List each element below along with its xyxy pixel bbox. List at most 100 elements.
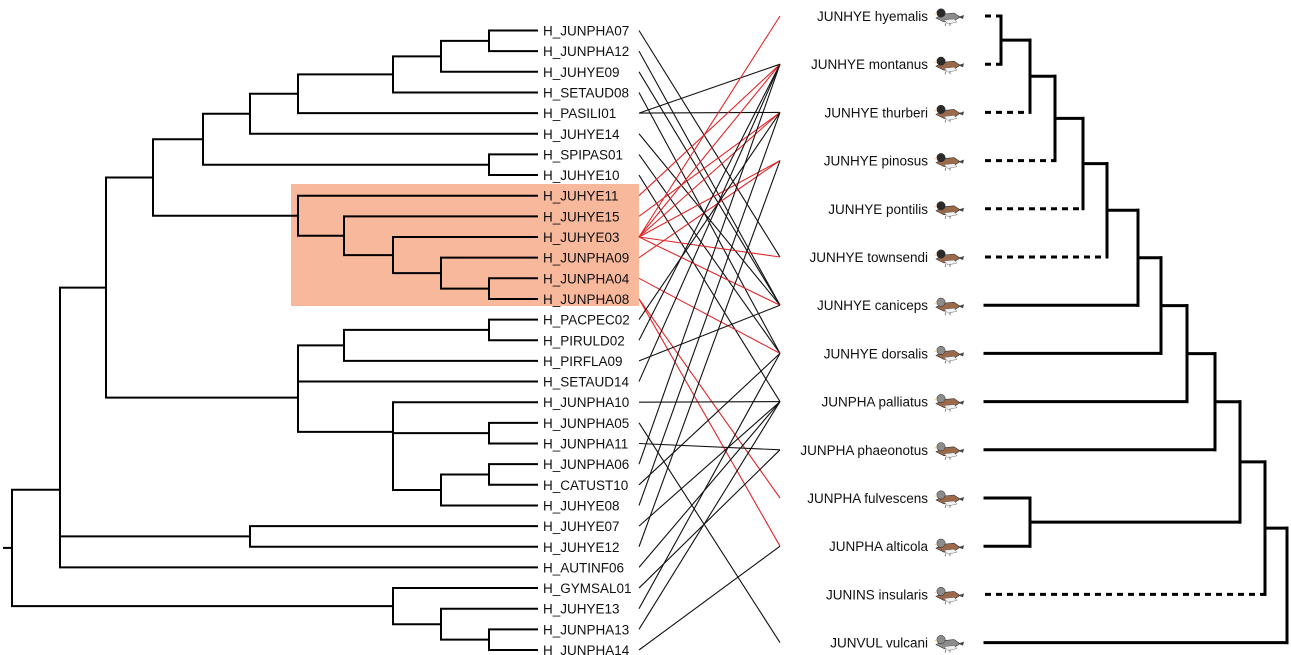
haplotype-branch	[488, 421, 538, 445]
haplotype-label: H_PIRULD02	[543, 333, 625, 348]
haplotype-label: H_JUHYE14	[543, 127, 620, 142]
haplotype-label: H_JUHYE09	[543, 65, 620, 80]
haplotype-label: H_JUHYE15	[543, 209, 620, 224]
haplotype-label: H_JUNPHA11	[543, 437, 628, 452]
host-label: JUNHYE hyemalis	[817, 9, 928, 24]
bird-icon	[934, 586, 964, 605]
association-link	[638, 111, 781, 217]
association-link	[638, 112, 781, 506]
haplotype-label: H_GYMSAL01	[543, 581, 632, 596]
haplotype-branch	[105, 176, 299, 399]
association-link	[638, 236, 781, 258]
bird-illustrations	[934, 8, 964, 653]
host-label: JUNPHA palliatus	[821, 395, 928, 410]
host-label: JUNHYE pinosus	[824, 154, 929, 169]
host-label: JUNHYE pontilis	[828, 202, 928, 217]
association-link	[638, 401, 781, 568]
haplotype-branch	[392, 587, 538, 626]
association-link	[638, 298, 781, 547]
haplotype-label: H_JUHYE12	[543, 540, 620, 555]
association-link	[638, 111, 781, 238]
host-labels: JUNHYE hyemalis JUNHYE montanus JUNHYE thu…	[800, 9, 928, 651]
host-label: JUNINS insularis	[826, 587, 928, 602]
haplotype-branch	[297, 73, 538, 115]
bird-icon	[934, 538, 964, 557]
haplotype-label: H_AUTINF06	[543, 560, 624, 575]
association-link	[638, 112, 781, 320]
haplotype-label: H_JUNPHA05	[543, 416, 629, 431]
haplotype-branch	[59, 286, 251, 538]
association-link	[638, 160, 781, 238]
haplotype-branch	[488, 463, 538, 486]
haplotype-branch	[343, 328, 538, 362]
haplotype-label: H_JUHYE11	[543, 189, 619, 204]
haplotype-branch	[152, 138, 299, 217]
haplotype-label: H_JUNPHA07	[543, 24, 629, 39]
highlight-clade-box	[291, 184, 639, 306]
association-link	[638, 63, 781, 382]
association-link	[638, 449, 781, 589]
host-label: JUNHYE montanus	[811, 57, 928, 72]
bird-icon	[934, 153, 964, 171]
haplotype-label: H_JUNPHA08	[543, 292, 629, 307]
haplotype-label: H_JUNPHA14	[543, 643, 630, 655]
association-link	[638, 401, 781, 527]
haplotype-label: H_JUHYE10	[543, 168, 620, 183]
haplotype-branch	[488, 318, 538, 342]
association-link	[638, 401, 781, 630]
association-link	[638, 353, 781, 609]
haplotype-branch	[488, 153, 538, 177]
haplotype-label: H_PACPEC02	[543, 313, 630, 328]
association-link	[638, 64, 781, 465]
haplotype-branch	[392, 401, 538, 463]
haplotype-branch	[11, 488, 394, 608]
association-link	[638, 236, 781, 306]
host-label: JUNHYE caniceps	[817, 298, 928, 313]
association-link	[638, 63, 781, 197]
host-label: JUNHYE dorsalis	[824, 346, 929, 361]
association-link	[638, 63, 781, 341]
association-links	[638, 15, 781, 651]
haplotype-label: H_PASILI01	[543, 106, 616, 121]
bird-icon	[934, 8, 964, 27]
bird-icon	[934, 490, 964, 509]
haplotype-label: H_JUNPHA10	[543, 395, 629, 410]
association-link	[638, 545, 781, 651]
haplotype-label: H_PIRFLA09	[543, 354, 623, 369]
association-link	[638, 304, 781, 362]
host-label: JUNPHA alticola	[829, 539, 929, 554]
host-tree	[983, 14, 1289, 645]
haplotype-label: H_JUHYE13	[543, 602, 620, 617]
haplotype-branch	[297, 344, 538, 383]
host-label: JUNHYE thurberi	[824, 105, 928, 120]
bird-icon	[934, 345, 964, 364]
association-link	[638, 174, 781, 402]
haplotype-labels: H_JUNPHA07 H_JUNPHA12 H_JUHYE09 H_SETAUD08 H…	[543, 24, 632, 655]
association-link	[638, 50, 781, 306]
haplotype-label: H_JUHYE03	[543, 230, 620, 245]
haplotype-branch	[59, 411, 538, 569]
bird-icon	[934, 394, 964, 412]
haplotype-label: H_SETAUD14	[543, 375, 630, 390]
association-link	[638, 422, 781, 643]
association-link	[638, 63, 781, 114]
haplotype-label: H_JUNPHA13	[543, 622, 629, 637]
haplotype-label: H_JUNPHA06	[543, 457, 629, 472]
association-link	[638, 154, 781, 354]
host-label: JUNHYE townsendi	[809, 250, 928, 265]
association-link	[638, 277, 781, 354]
bird-icon	[934, 297, 964, 316]
association-link	[638, 160, 781, 547]
association-link	[638, 352, 781, 486]
bird-icon	[934, 104, 964, 123]
bird-icon	[934, 635, 964, 653]
association-link	[638, 442, 781, 451]
association-link	[638, 111, 781, 114]
haplotype-label: H_SETAUD08	[543, 85, 629, 100]
haplotype-branch	[297, 362, 394, 433]
bird-icon	[934, 249, 964, 268]
haplotype-branch	[202, 112, 490, 166]
haplotype-label: H_SPIPAS01	[543, 147, 623, 162]
host-label: JUNPHA phaeonotus	[800, 443, 928, 458]
